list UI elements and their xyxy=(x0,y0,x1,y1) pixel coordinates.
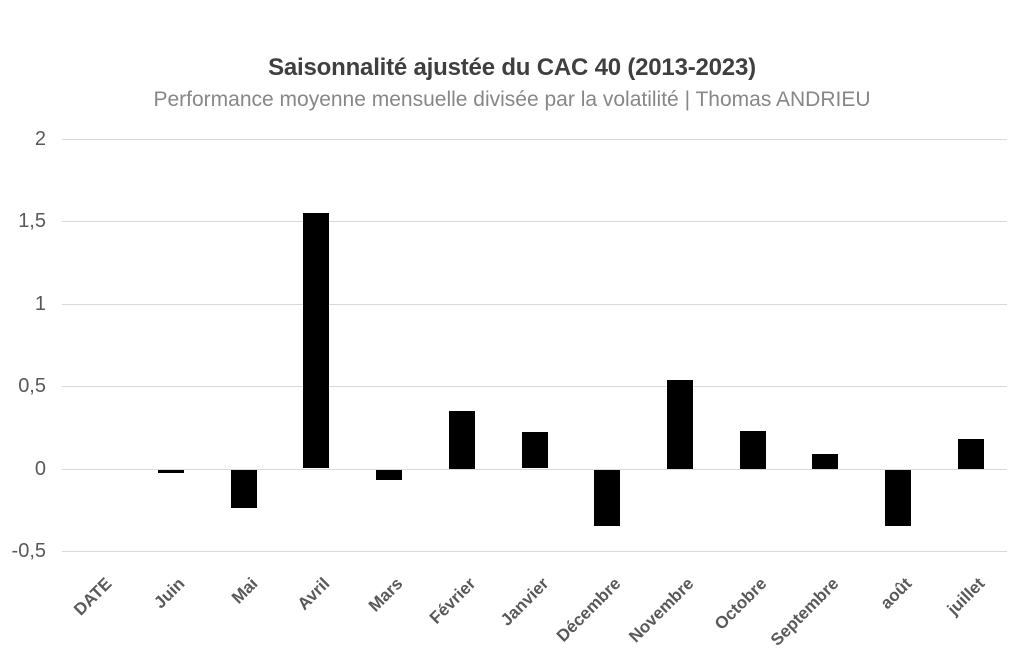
bar-mars xyxy=(376,470,402,480)
gridline xyxy=(62,469,1007,470)
gridline xyxy=(62,304,1007,305)
y-axis-label: 2 xyxy=(34,128,46,150)
bar-avril xyxy=(303,213,329,468)
bar-février xyxy=(449,411,475,469)
bar-octobre xyxy=(740,431,766,469)
bar-janvier xyxy=(522,432,548,468)
y-axis-label: 1 xyxy=(34,293,46,315)
plot-area xyxy=(62,139,1007,552)
y-axis-label: -0,5 xyxy=(11,540,46,562)
bar-août xyxy=(885,470,911,526)
gridline xyxy=(62,551,1007,552)
y-axis-label: 1,5 xyxy=(18,210,46,232)
chart-title: Saisonnalité ajustée du CAC 40 (2013-202… xyxy=(268,54,756,81)
gridline xyxy=(62,221,1007,222)
bar-juin xyxy=(158,470,184,473)
y-axis-label: 0,5 xyxy=(18,375,46,397)
bar-mai xyxy=(231,470,257,508)
y-axis-label: 0 xyxy=(34,458,46,480)
chart-subtitle: Performance moyenne mensuelle divisée pa… xyxy=(153,88,871,111)
gridline xyxy=(62,139,1007,140)
bar-novembre xyxy=(667,380,693,469)
gridline xyxy=(62,386,1007,387)
bar-juillet xyxy=(958,439,984,469)
bar-septembre xyxy=(812,454,838,469)
bar-décembre xyxy=(594,470,620,526)
